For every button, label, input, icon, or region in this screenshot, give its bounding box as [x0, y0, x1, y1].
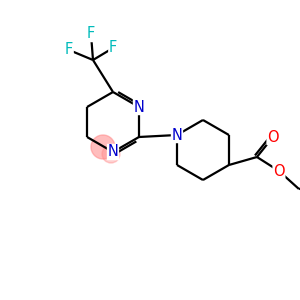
Text: F: F — [109, 40, 117, 56]
Text: F: F — [65, 43, 73, 58]
Text: O: O — [267, 130, 279, 145]
Text: N: N — [134, 100, 144, 115]
Text: O: O — [273, 164, 285, 178]
Text: N: N — [172, 128, 182, 142]
Circle shape — [91, 135, 115, 159]
Text: N: N — [108, 145, 118, 160]
Text: F: F — [87, 26, 95, 41]
Circle shape — [102, 145, 120, 163]
